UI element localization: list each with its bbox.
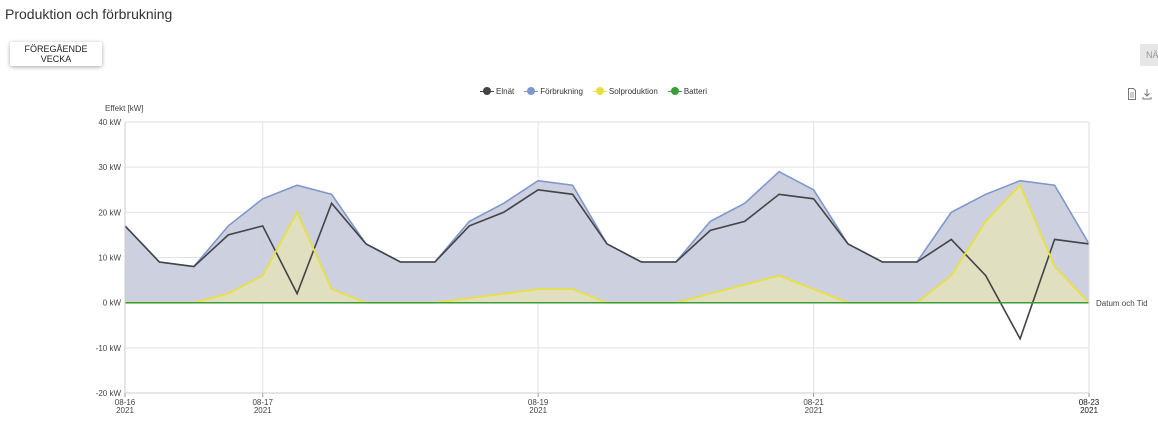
x-tick-date: 08-21 xyxy=(803,398,824,407)
x-tick-year: 2021 xyxy=(1080,406,1098,415)
chart-legend: Elnät Förbrukning Solproduktion Batteri xyxy=(480,84,707,98)
y-tick-label: 30 kW xyxy=(98,163,121,172)
x-tick-date: 08-23 xyxy=(1079,398,1100,407)
legend-item-solproduktion[interactable]: Solproduktion xyxy=(592,86,658,96)
x-tick-date: 08-19 xyxy=(528,398,549,407)
legend-marker-forbrukning xyxy=(524,87,539,95)
y-tick-label: 0 kW xyxy=(103,299,122,308)
chart-axes: -20 kW -10 kW 0 kW 10 kW 20 kW 30 kW 40 kW 08-1… xyxy=(96,118,1100,415)
download-icon[interactable] xyxy=(1142,88,1152,100)
y-tick-label: 10 kW xyxy=(98,254,121,263)
forbrukning-area xyxy=(125,171,1089,303)
x-tick-date: 08-16 xyxy=(115,398,136,407)
x-tick-year: 2021 xyxy=(529,406,547,415)
solproduktion-area xyxy=(125,185,1089,303)
page-title: Produktion och förbrukning xyxy=(5,6,173,22)
y-axis-title: Effekt [kW] xyxy=(105,104,144,113)
x-tick-year: 2021 xyxy=(254,406,272,415)
y-tick-label: -20 kW xyxy=(96,389,122,398)
legend-marker-batteri xyxy=(667,87,682,95)
x-axis-title: Datum och Tid xyxy=(1096,299,1148,308)
legend-item-elnat[interactable]: Elnät xyxy=(480,87,514,96)
next-week-button[interactable]: NÄS xyxy=(1140,44,1158,66)
x-tick-date: 08-17 xyxy=(252,398,273,407)
elnat-line[interactable] xyxy=(124,188,1090,341)
legend-marker-elnat xyxy=(480,87,494,95)
legend-label-batteri: Batteri xyxy=(683,86,707,96)
x-tick-year: 2021 xyxy=(805,406,823,415)
x-tick-year: 2021 xyxy=(116,406,134,415)
document-icon[interactable] xyxy=(1127,88,1137,100)
y-tick-label: 20 kW xyxy=(98,208,121,217)
legend-item-batteri[interactable]: Batteri xyxy=(667,86,707,96)
x-tick-date: 08-23 xyxy=(1079,398,1100,407)
legend-label-elnat: Elnät xyxy=(496,86,515,96)
legend-item-forbrukning[interactable]: Förbrukning xyxy=(524,87,583,96)
y-tick-label: -10 kW xyxy=(96,344,122,353)
y-tick-label: 40 kW xyxy=(98,118,121,127)
previous-week-button[interactable]: FÖREGÅENDE VECKA xyxy=(10,42,102,66)
chart-series xyxy=(124,170,1090,341)
legend-marker-solproduktion xyxy=(592,87,607,95)
x-tick-year: 2021 xyxy=(1080,406,1098,415)
legend-label-solproduktion: Solproduktion xyxy=(608,86,658,96)
legend-label-forbrukning: Förbrukning xyxy=(540,86,583,96)
